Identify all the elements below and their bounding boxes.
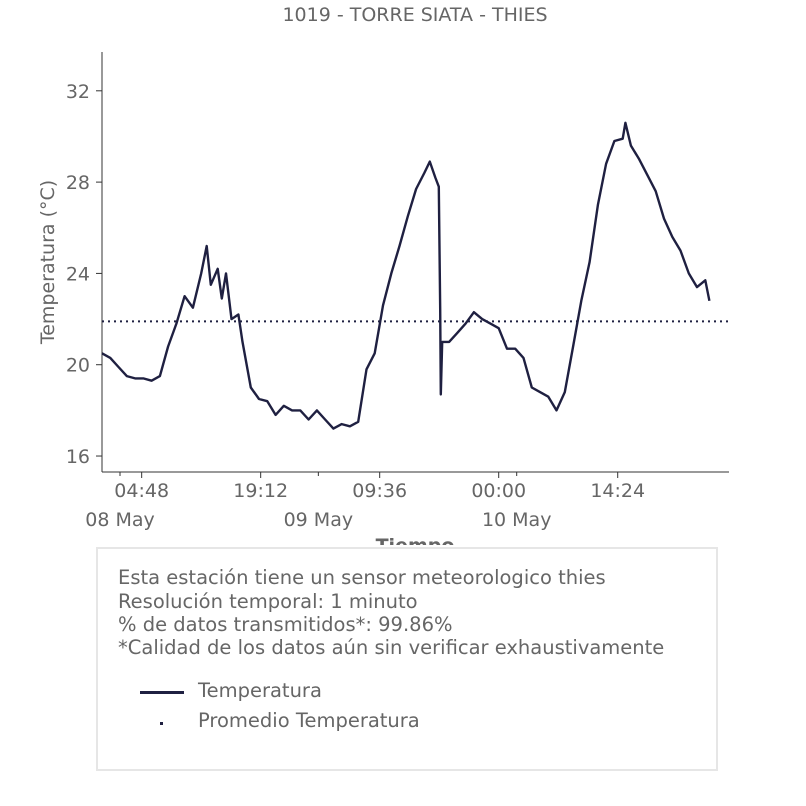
x-axis-label: Tiempo (376, 535, 455, 545)
info-station-text: Esta estación tiene un sensor meteorolog… (118, 566, 606, 589)
plot-area: 16 20 24 28 32 04:48 19:12 09:36 00:00 14:24 08 Ma… (66, 52, 729, 531)
x-tick-label: 04:48 (114, 480, 169, 502)
y-tick-label: 32 (66, 81, 90, 103)
x-tick-label: 09:36 (352, 480, 407, 502)
legend-label-temperatura: Temperatura (198, 679, 322, 702)
x-tick-label: 00:00 (471, 480, 526, 502)
temperature-chart: 1019 - TORRE SIATA - THIES 16 20 24 28 32 04:… (37, 4, 729, 545)
y-tick-label: 20 (66, 355, 90, 377)
temperature-series-line (101, 121, 711, 430)
y-axis-label: Temperatura (°C) (37, 180, 59, 345)
x-tick-label: 19:12 (233, 480, 288, 502)
y-tick-label: 28 (66, 172, 90, 194)
x-date-label: 09 May (284, 509, 354, 531)
legend-label-promedio: Promedio Temperatura (198, 709, 420, 732)
info-panel: Esta estación tiene un sensor meteorolog… (96, 547, 718, 771)
x-date-label: 08 May (85, 509, 155, 531)
info-quality-text: *Calidad de los datos aún sin verificar … (118, 636, 665, 659)
y-tick-label: 16 (66, 446, 90, 468)
x-tick-label: 14:24 (590, 480, 645, 502)
legend-marker-promedio (160, 722, 163, 725)
legend-line-temperatura (140, 691, 184, 694)
info-transmitted-text: % de datos transmitidos*: 99.86% (118, 613, 453, 636)
x-date-label: 10 May (482, 509, 552, 531)
info-resolution-text: Resolución temporal: 1 minuto (118, 590, 418, 613)
chart-title: 1019 - TORRE SIATA - THIES (282, 4, 547, 26)
y-tick-label: 24 (66, 263, 90, 285)
